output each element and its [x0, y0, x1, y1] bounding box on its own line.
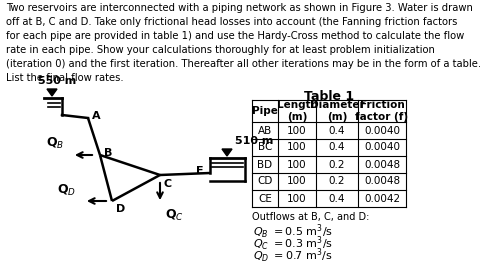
Text: $Q_D$ $= 0.7\ \mathrm{m}^3/\mathrm{s}$: $Q_D$ $= 0.7\ \mathrm{m}^3/\mathrm{s}$: [253, 247, 333, 265]
Text: 100: 100: [287, 143, 307, 153]
Text: Outflows at B, C, and D:: Outflows at B, C, and D:: [252, 212, 370, 222]
Text: $\mathbf{Q}_D$: $\mathbf{Q}_D$: [57, 183, 76, 198]
Text: 550 m: 550 m: [38, 76, 76, 86]
Polygon shape: [222, 149, 232, 156]
Text: Pipe: Pipe: [252, 106, 278, 116]
Text: BC: BC: [258, 143, 272, 153]
Text: 0.4: 0.4: [329, 126, 345, 135]
Text: $\mathbf{Q}_B$: $\mathbf{Q}_B$: [46, 136, 64, 151]
Text: $Q_C$ $= 0.3\ \mathrm{m}^3/\mathrm{s}$: $Q_C$ $= 0.3\ \mathrm{m}^3/\mathrm{s}$: [253, 235, 333, 253]
Text: CE: CE: [258, 194, 272, 203]
Text: BD: BD: [257, 159, 273, 170]
Text: A: A: [92, 111, 101, 121]
Text: Two reservoirs are interconnected with a piping network as shown in Figure 3. Wa: Two reservoirs are interconnected with a…: [6, 3, 481, 83]
Text: 0.4: 0.4: [329, 194, 345, 203]
Polygon shape: [47, 89, 57, 96]
Text: 510 m: 510 m: [235, 136, 273, 146]
Text: CD: CD: [257, 177, 273, 186]
Text: Diameter
(m): Diameter (m): [310, 100, 364, 122]
Text: 0.0042: 0.0042: [364, 194, 400, 203]
Text: 0.4: 0.4: [329, 143, 345, 153]
Text: AB: AB: [258, 126, 272, 135]
Text: Friction
factor (f): Friction factor (f): [356, 100, 409, 122]
Text: 0.2: 0.2: [329, 159, 345, 170]
Text: $\mathbf{Q}_C$: $\mathbf{Q}_C$: [165, 208, 184, 223]
Text: 0.0048: 0.0048: [364, 177, 400, 186]
Text: B: B: [104, 148, 112, 158]
Text: E: E: [196, 166, 204, 176]
Text: C: C: [163, 179, 171, 189]
Text: 100: 100: [287, 159, 307, 170]
Text: 100: 100: [287, 194, 307, 203]
Text: 0.0040: 0.0040: [364, 143, 400, 153]
Text: 0.0040: 0.0040: [364, 126, 400, 135]
Text: 100: 100: [287, 177, 307, 186]
Text: 0.0048: 0.0048: [364, 159, 400, 170]
Text: 0.2: 0.2: [329, 177, 345, 186]
Text: Table 1: Table 1: [304, 90, 354, 103]
Text: D: D: [116, 204, 125, 214]
Text: $Q_B$ $= 0.5\ \mathrm{m}^3/\mathrm{s}$: $Q_B$ $= 0.5\ \mathrm{m}^3/\mathrm{s}$: [253, 223, 333, 241]
Text: 100: 100: [287, 126, 307, 135]
Text: Length
(m): Length (m): [277, 100, 318, 122]
